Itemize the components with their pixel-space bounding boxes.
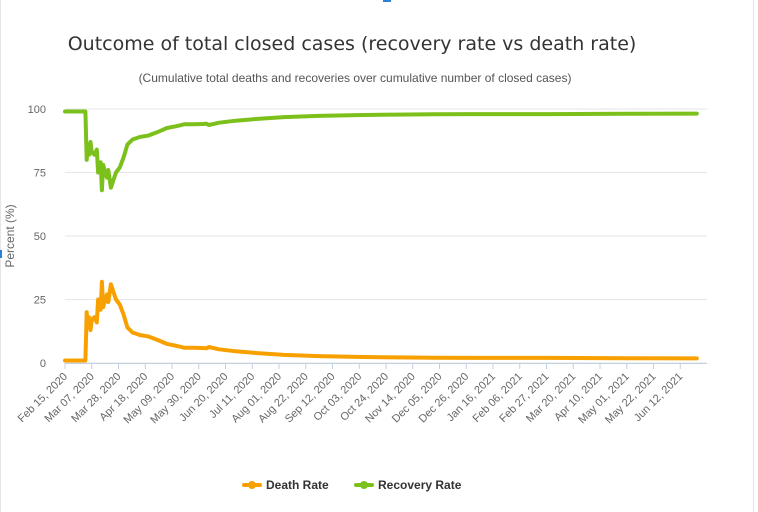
legend-item-recovery-rate[interactable]: Recovery Rate — [354, 478, 462, 492]
y-axis-ticks: 0 25 50 75 100 — [28, 104, 46, 370]
y-tick-label-25: 25 — [34, 295, 46, 307]
chart-subtitle: (Cumulative total deaths and recoveries … — [139, 71, 572, 85]
right-border — [753, 0, 754, 512]
legend-marker-recovery-rate — [360, 481, 368, 489]
series-lines — [63, 109, 699, 363]
legend-marker-death-rate — [248, 481, 256, 489]
series-line-recovery-rate — [63, 109, 699, 193]
legend[interactable]: Death Rate Recovery Rate — [242, 478, 462, 492]
y-axis-label: Percent (%) — [3, 204, 17, 267]
chart-title: Outcome of total closed cases (recovery … — [68, 33, 637, 55]
legend-label-recovery-rate: Recovery Rate — [378, 478, 462, 492]
legend-item-death-rate[interactable]: Death Rate — [242, 478, 329, 492]
side-accent-mark — [0, 250, 2, 258]
y-tick-label-50: 50 — [34, 231, 46, 243]
y-tick-label-0: 0 — [40, 358, 46, 370]
grid-lines — [65, 108, 707, 364]
series-line-death-rate — [63, 279, 699, 363]
legend-label-death-rate: Death Rate — [266, 478, 329, 492]
y-tick-label-75: 75 — [34, 168, 46, 180]
top-accent-mark — [383, 0, 391, 2]
y-tick-label-100: 100 — [28, 104, 46, 116]
